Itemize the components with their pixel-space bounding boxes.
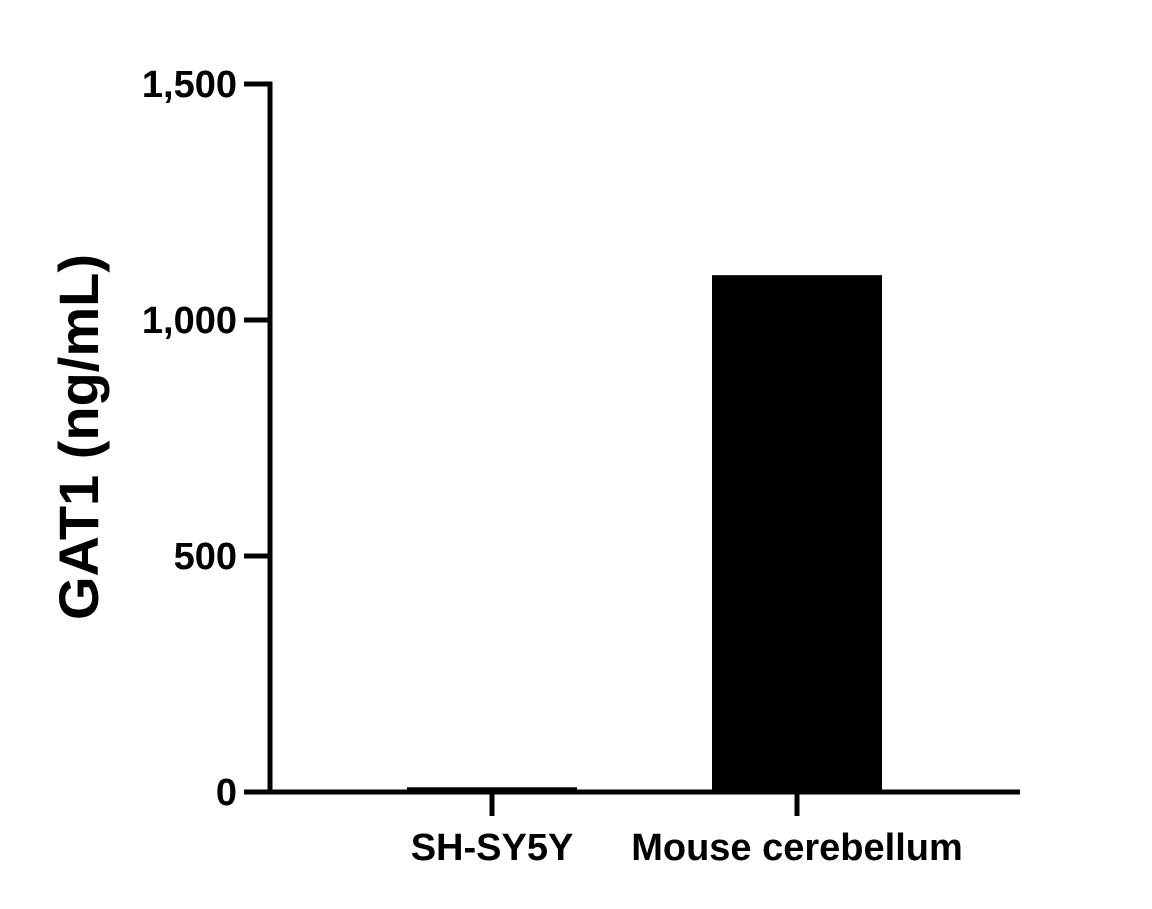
y-tick-label: 1,000 xyxy=(142,300,237,342)
x-category-label: Mouse cerebellum xyxy=(631,827,963,869)
y-tick-label: 1,500 xyxy=(142,64,237,106)
y-tick-label: 500 xyxy=(174,536,237,578)
y-tick-label: 0 xyxy=(216,772,237,814)
y-axis-title: GAT1 (ng/mL) xyxy=(47,254,110,620)
bar-mouse-cerebellum xyxy=(712,275,882,792)
x-category-label: SH-SY5Y xyxy=(411,827,574,869)
plot-area: 0 500 1,000 1,500 SH-SY5Y Mouse cerebellum xyxy=(142,64,1020,869)
